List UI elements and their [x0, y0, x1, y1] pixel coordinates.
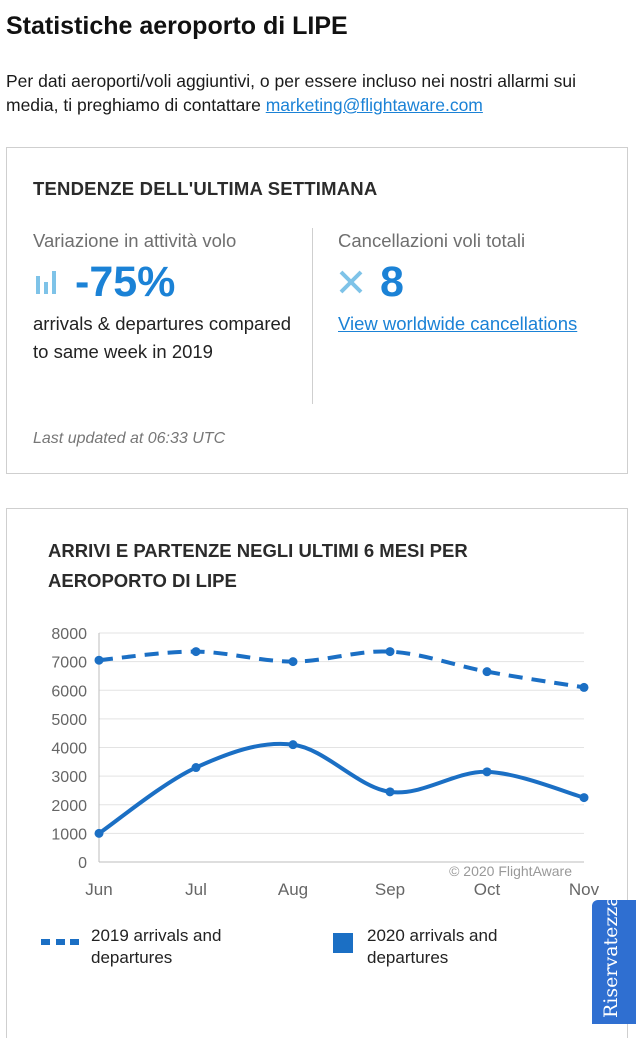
bar-chart-icon [36, 271, 56, 294]
cancellations-label: Cancellazioni voli totali [338, 230, 526, 251]
legend-label-2020: 2020 arrivals and departures [367, 926, 498, 967]
cancellations-value: 8 [380, 258, 404, 306]
y-tick-label-0: 0 [78, 855, 87, 872]
y-tick-label-6000: 6000 [51, 683, 87, 700]
six-month-chart-card: ARRIVI E PARTENZE NEGLI ULTIMI 6 MESI PE… [6, 508, 628, 1038]
activity-change-value: -75% [75, 258, 176, 306]
data-point-2019-jul [191, 647, 201, 657]
y-tick-label-2000: 2000 [51, 798, 87, 815]
data-point-2019-aug [288, 657, 298, 667]
cancellations-panel: Cancellazioni voli totali 8 View worldwi… [338, 230, 608, 338]
activity-change-row: -75% [33, 258, 293, 306]
series-line-2020 [97, 741, 585, 836]
weekly-trends-card: TENDENZE DELL'ULTIMA SETTIMANA Variazion… [6, 147, 628, 474]
dashed-line-swatch [41, 939, 79, 945]
page-title: Statistiche aeroporto di LIPE [6, 12, 348, 40]
data-point-2020-jun [94, 828, 104, 838]
data-point-2019-jun [94, 655, 104, 665]
series-line-2019 [98, 649, 585, 690]
legend-item-2019[interactable]: 2019 arrivals and departures [41, 925, 271, 969]
y-tick-label-5000: 5000 [51, 712, 87, 729]
y-tick-label-3000: 3000 [51, 769, 87, 786]
data-point-2019-oct [482, 667, 492, 677]
x-tick-label-nov: Nov [569, 880, 600, 899]
data-point-2020-nov [579, 793, 589, 803]
x-tick-label-jun: Jun [85, 880, 112, 899]
activity-change-panel: Variazione in attività volo -75% arrival… [33, 230, 293, 366]
privacy-tab[interactable]: Riservatezza [592, 900, 636, 1024]
y-tick-label-1000: 1000 [51, 826, 87, 843]
intro-text: Per dati aeroporti/voli aggiuntivi, o pe… [6, 69, 626, 117]
chart-credit: © 2020 FlightAware [449, 863, 572, 879]
data-point-2019-sep [385, 647, 395, 657]
line-chart: 0 1000 2000 3000 4000 5000 6000 7000 8000 Jun Jul A… [51, 626, 600, 899]
y-tick-label-4000: 4000 [51, 741, 87, 758]
worldwide-cancellations-link[interactable]: View worldwide cancellations [338, 313, 578, 334]
cancellations-row: 8 [338, 258, 608, 306]
x-tick-label-aug: Aug [278, 880, 308, 899]
activity-change-label: Variazione in attività volo [33, 230, 237, 251]
intro-text-body: Per dati aeroporti/voli aggiuntivi, o pe… [6, 71, 576, 115]
data-point-2020-oct [482, 767, 492, 777]
privacy-tab-label: Riservatezza [600, 900, 622, 1018]
x-tick-label-sep: Sep [375, 880, 405, 899]
data-point-2020-jul [191, 763, 201, 773]
column-divider [312, 228, 313, 404]
data-point-2020-aug [288, 740, 298, 750]
y-tick-label-8000: 8000 [51, 626, 87, 643]
data-point-2020-sep [385, 787, 395, 797]
weekly-trends-heading: TENDENZE DELL'ULTIMA SETTIMANA [33, 178, 378, 199]
data-point-2019-nov [579, 682, 589, 692]
solid-square-swatch [333, 933, 353, 953]
x-tick-label-oct: Oct [474, 880, 501, 899]
chart-title: ARRIVI E PARTENZE NEGLI ULTIMI 6 MESI PE… [48, 540, 468, 591]
x-tick-label-jul: Jul [185, 880, 207, 899]
legend-label-2019: 2019 arrivals and departures [91, 926, 222, 967]
activity-change-description: arrivals & departures compared to same w… [33, 313, 292, 362]
contact-email-link[interactable]: marketing@flightaware.com [265, 95, 483, 115]
legend-item-2020[interactable]: 2020 arrivals and departures [333, 925, 547, 969]
last-updated-text: Last updated at 06:33 UTC [33, 430, 226, 447]
y-tick-label-7000: 7000 [51, 655, 87, 672]
x-icon [339, 270, 363, 294]
